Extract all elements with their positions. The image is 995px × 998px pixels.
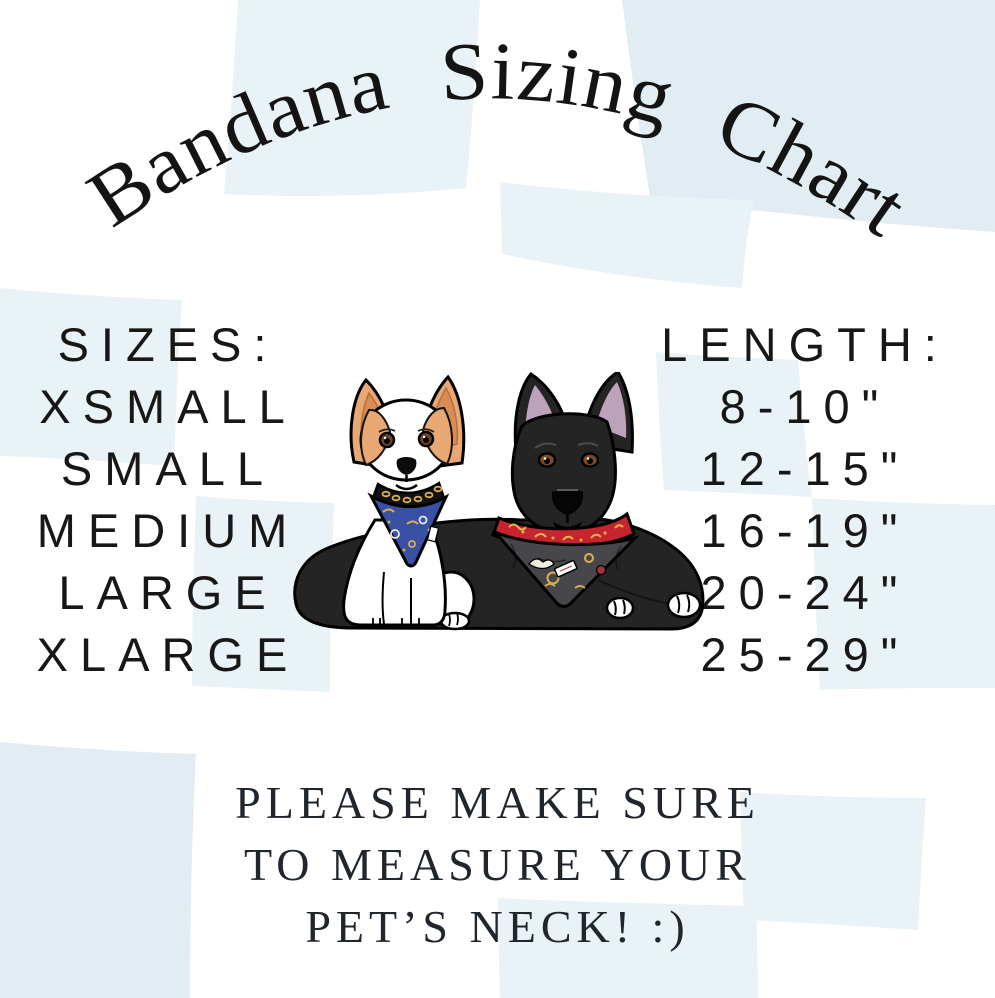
length-header: LENGTH: xyxy=(661,318,949,371)
dogs-illustration xyxy=(293,372,705,631)
checker-tile xyxy=(740,792,926,930)
corgi-mouth xyxy=(395,475,418,491)
length-row: 12-15" xyxy=(700,442,910,495)
checker-tile xyxy=(224,0,480,196)
bandana-tag xyxy=(553,559,578,578)
footer-line: TO MEASURE YOUR xyxy=(244,839,751,890)
corgi-illustration xyxy=(342,374,476,631)
checker-tile xyxy=(498,898,758,998)
size-row: LARGE xyxy=(58,566,278,619)
checker-tile xyxy=(812,498,995,690)
black-dog-nose xyxy=(551,489,584,515)
checker-tile xyxy=(500,182,754,288)
corgi-nose xyxy=(396,457,417,475)
length-column: LENGTH: 8-10" 12-15" 16-19" 20-24" 25-29… xyxy=(640,314,970,686)
footer-line: PET’S NECK! :) xyxy=(305,901,690,952)
length-row: 8-10" xyxy=(719,380,891,433)
bandana-doodle-ring xyxy=(584,553,594,563)
bandana-doodle-bloom xyxy=(595,564,607,576)
sizes-header: SIZES: xyxy=(57,318,279,371)
black-dog-bandana-triangle xyxy=(493,530,640,608)
bandana-doodle-ring xyxy=(546,571,560,585)
corgi-leg-lines xyxy=(381,571,412,625)
corgi-blue-bandana xyxy=(367,492,450,568)
length-row: 25-29" xyxy=(700,628,910,681)
sizes-column: SIZES: XSMALL SMALL MEDIUM LARGE XLARGE xyxy=(8,314,328,686)
corgi-left-cheek-patch xyxy=(360,408,392,467)
corgi-eyes xyxy=(378,428,435,449)
size-row: MEDIUM xyxy=(36,504,300,557)
bandana-tag xyxy=(426,525,440,543)
corgi-right-cheek-patch xyxy=(421,406,453,466)
checker-tile xyxy=(192,496,334,692)
corgi-toes xyxy=(372,618,420,624)
black-dog-eyes xyxy=(534,442,600,468)
black-dog-front-paws xyxy=(605,591,702,620)
size-row: XLARGE xyxy=(36,628,300,681)
size-row: XSMALL xyxy=(39,380,297,433)
length-row: 16-19" xyxy=(700,504,910,557)
checker-tile xyxy=(656,352,812,497)
checker-tile xyxy=(622,0,995,232)
page-title-text: Bandana Sizing Chart xyxy=(72,25,924,254)
footer-line: PLEASE MAKE SURE xyxy=(235,777,760,828)
bandana-doodle-bird xyxy=(528,558,555,570)
page-title: Bandana Sizing Chart xyxy=(72,25,924,254)
size-row: SMALL xyxy=(60,442,276,495)
checker-tile xyxy=(0,288,182,466)
length-row: 20-24" xyxy=(700,566,910,619)
footer-note: PLEASE MAKE SURE TO MEASURE YOUR PET’S N… xyxy=(0,772,995,958)
checker-tile xyxy=(0,742,196,998)
